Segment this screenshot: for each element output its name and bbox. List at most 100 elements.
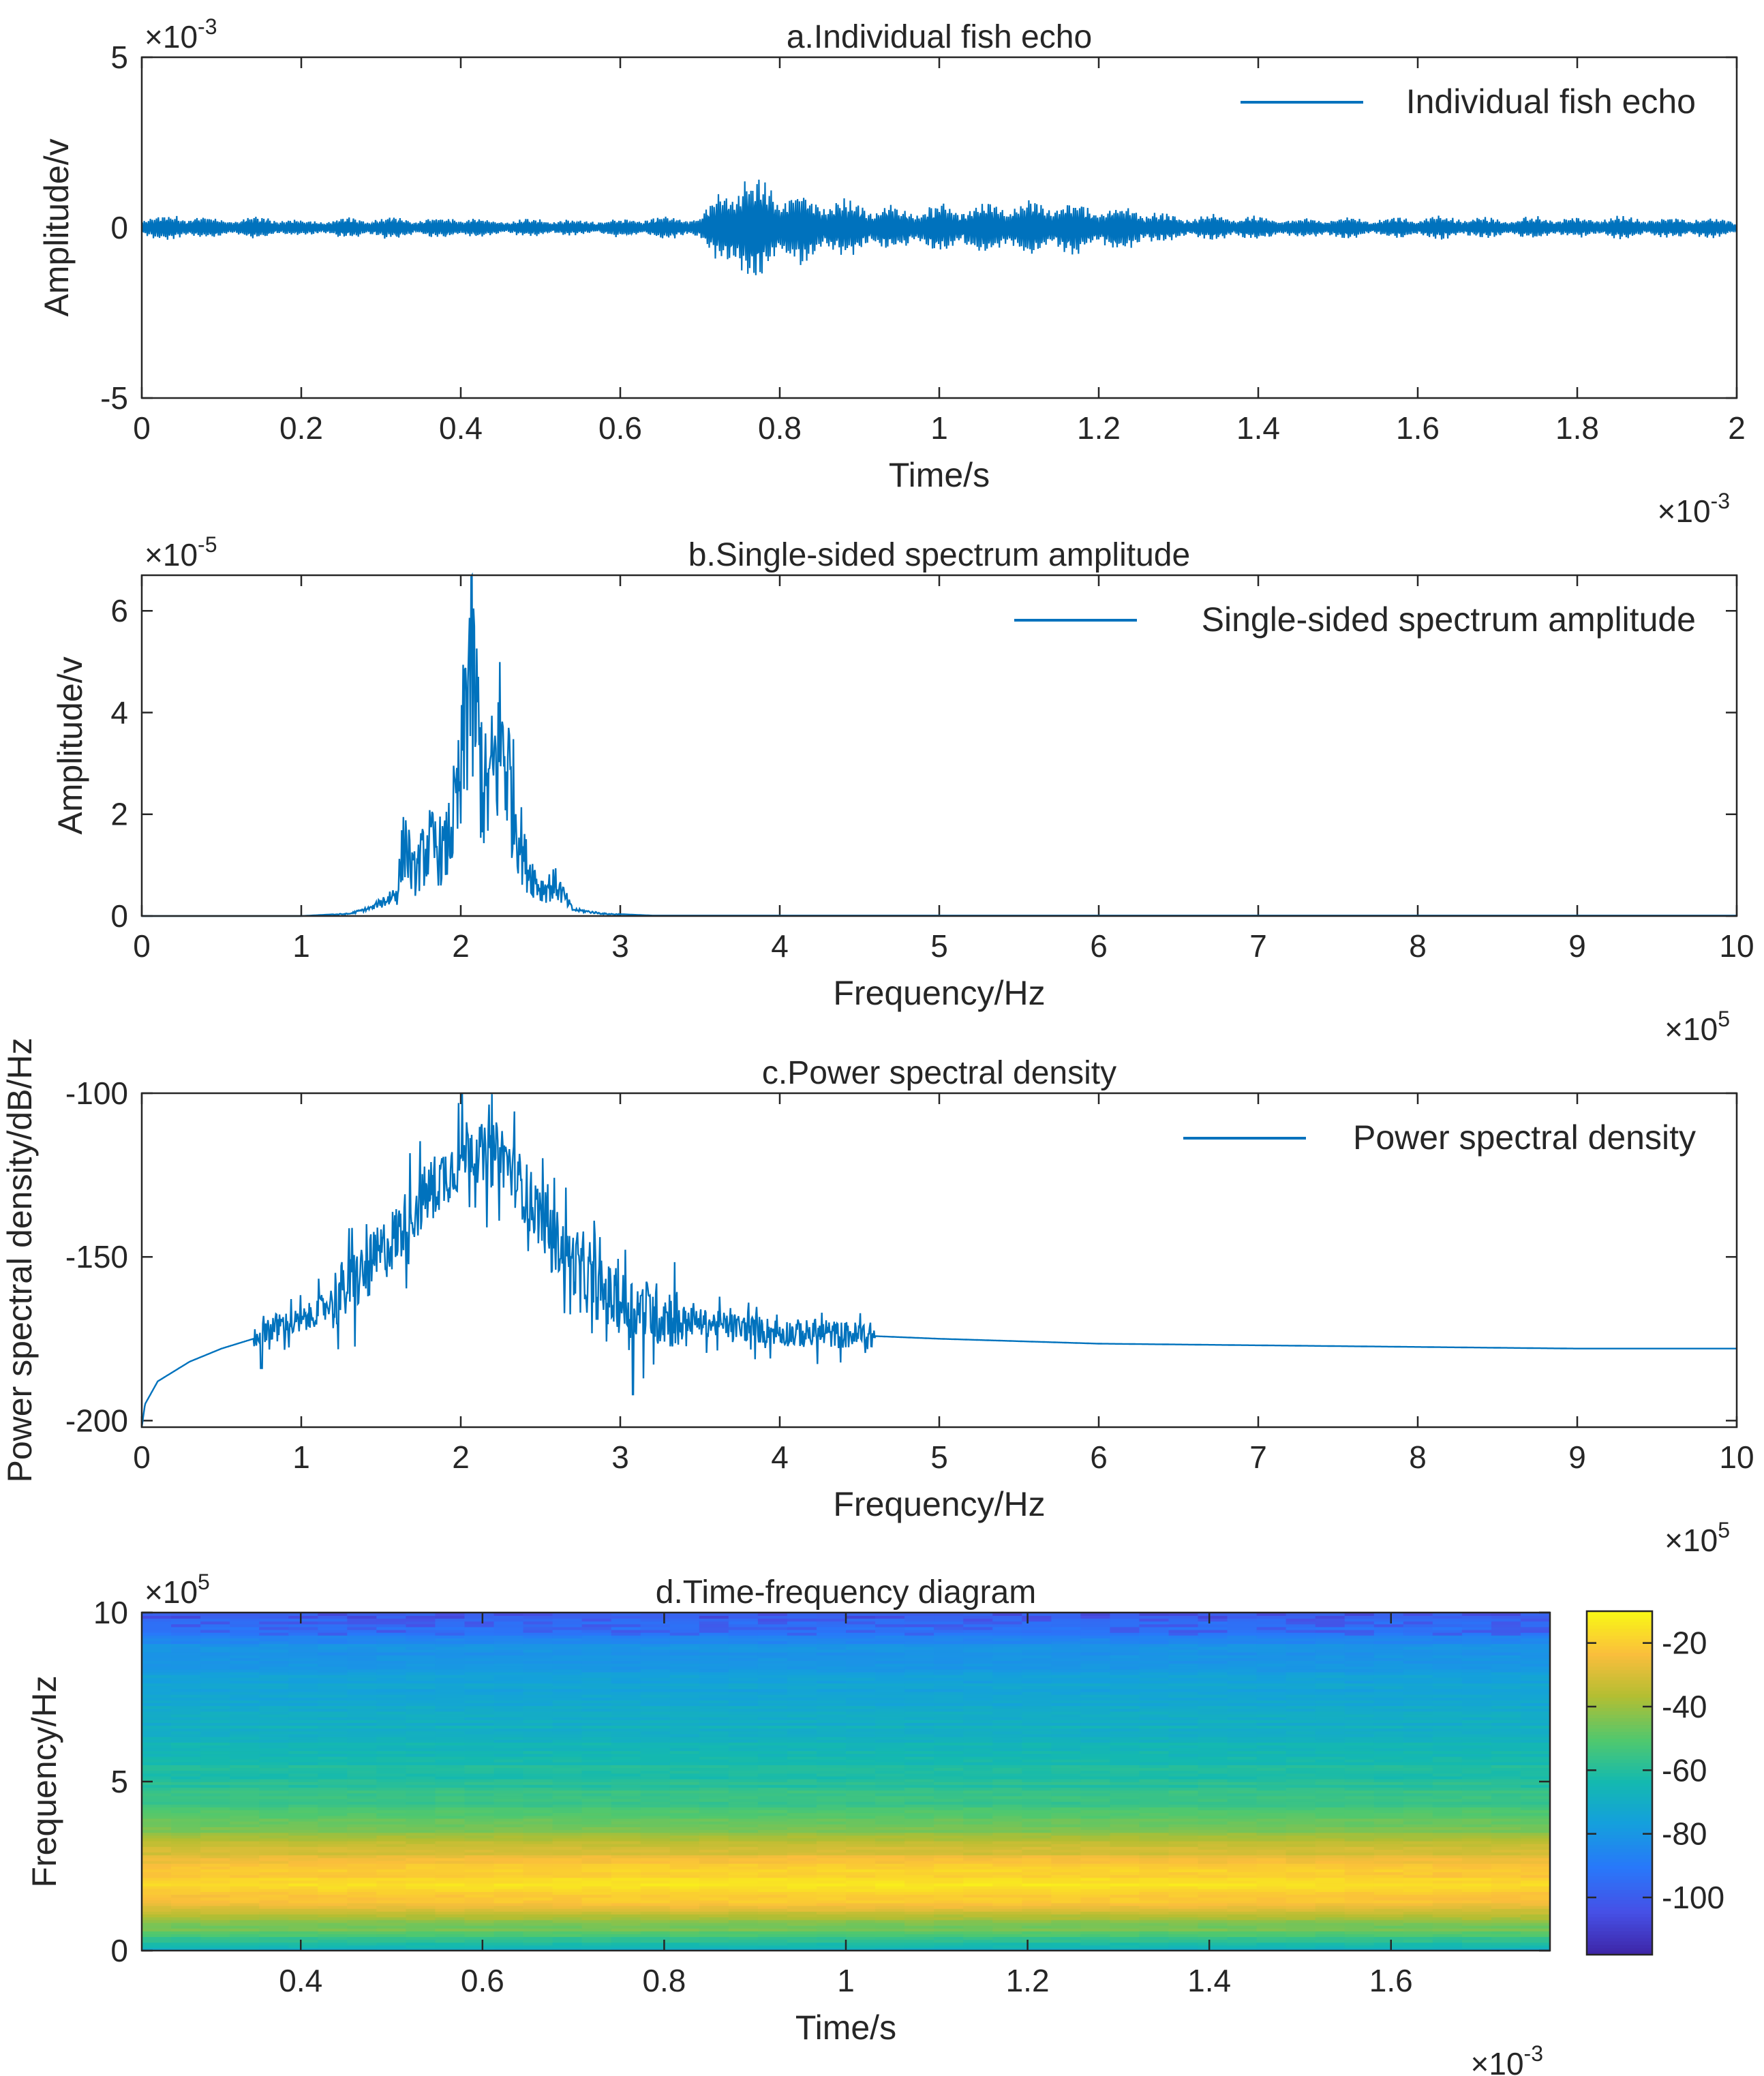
heatmap-cell [1461,1905,1492,1909]
heatmap-cell [318,1815,348,1819]
heatmap-cell [992,1849,1022,1853]
heatmap-cell [1521,1680,1551,1684]
heatmap-cell [640,1820,671,1825]
heatmap-cell [1080,1882,1111,1887]
heatmap-cell [288,1742,318,1745]
heatmap-cell [1022,1880,1052,1884]
heatmap-cell [1344,1685,1375,1690]
heatmap-cell [669,1927,700,1932]
heatmap-cell [875,1936,905,1940]
heatmap-cell [1227,1801,1258,1805]
heatmap-cell [1110,1824,1140,1827]
heatmap-cell [787,1911,817,1914]
heatmap-cell [728,1700,759,1703]
heatmap-cell [1051,1671,1082,1675]
heatmap-cell [1461,1804,1492,1807]
heatmap-cell [406,1795,436,1799]
heatmap-cell [493,1919,524,1923]
heatmap-cell [464,1939,495,1943]
heatmap-cell [904,1685,934,1690]
heatmap-cell [875,1877,905,1881]
heatmap-cell [640,1747,671,1752]
heatmap-cell [288,1762,318,1765]
heatmap-cell [904,1722,934,1726]
heatmap-cell [1198,1677,1228,1681]
heatmap-cell [142,1934,172,1938]
heatmap-cell [230,1922,260,1926]
heatmap-cell [699,1852,729,1856]
heatmap-cell [1286,1917,1316,1921]
heatmap-cell [230,1866,260,1869]
heatmap-cell [493,1922,524,1926]
heatmap-cell [435,1820,466,1825]
heatmap-cell [963,1739,993,1743]
heatmap-cell [1315,1911,1345,1914]
heatmap-cell [1198,1778,1228,1782]
x-exponent-b: ×105 [1664,1007,1730,1047]
heatmap-cell [669,1733,700,1737]
heatmap-cell [992,1818,1022,1822]
heatmap-cell [200,1894,230,1898]
heatmap-cell [875,1782,905,1785]
heatmap-cell [435,1925,466,1929]
heatmap-cell [1022,1762,1052,1765]
heatmap-cell [934,1835,964,1839]
heatmap-cell [406,1683,436,1687]
heatmap-cell [581,1758,612,1762]
x-tick-label-c: 6 [1090,1439,1108,1475]
heatmap-cell [757,1947,788,1951]
heatmap-cell [1110,1739,1140,1743]
heatmap-cell [435,1849,466,1853]
heatmap-cell [1403,1818,1433,1822]
heatmap-cell [288,1691,318,1695]
heatmap-cell [464,1832,495,1836]
heatmap-cell [787,1931,817,1934]
heatmap-cell [640,1911,671,1914]
heatmap-cell [1344,1854,1375,1859]
heatmap-cell [1051,1685,1082,1690]
heatmap-cell [1286,1880,1316,1884]
heatmap-cell [1256,1792,1287,1797]
heatmap-cell [1110,1778,1140,1782]
heatmap-cell [611,1832,641,1836]
heatmap-cell [1373,1773,1404,1777]
heatmap-cell [200,1866,230,1869]
heatmap-cell [640,1739,671,1743]
heatmap-cell [1403,1700,1433,1703]
heatmap-cell [493,1872,524,1876]
heatmap-cell [406,1775,436,1780]
heatmap-cell [1168,1852,1199,1856]
heatmap-cell [230,1795,260,1799]
heatmap-cell [171,1840,201,1844]
legend-label-b: Single-sided spectrum amplitude [1202,600,1696,639]
heatmap-cell [757,1854,788,1859]
heatmap-cell [523,1815,553,1819]
heatmap-cell [1286,1860,1316,1864]
heatmap-cell [846,1891,876,1895]
heatmap-cell [347,1917,378,1921]
heatmap-cell [1344,1705,1375,1709]
heatmap-cell [1521,1905,1551,1909]
heatmap-cell [259,1849,289,1853]
heatmap-cell [523,1818,553,1822]
heatmap-cell [1286,1775,1316,1780]
heatmap-cell [611,1939,641,1943]
heatmap-cell [1051,1728,1082,1732]
heatmap-cell [875,1927,905,1932]
heatmap-cell [1198,1897,1228,1901]
heatmap-cells [142,1613,1551,1951]
heatmap-cell [992,1720,1022,1723]
heatmap-cell [963,1804,993,1807]
heatmap-cell [200,1784,230,1788]
heatmap-cell [581,1691,612,1695]
heatmap-cell [523,1885,553,1889]
heatmap-cell [347,1713,378,1718]
heatmap-cell [1315,1792,1345,1797]
heatmap-cell [875,1860,905,1864]
heatmap-cell [669,1750,700,1754]
heatmap-cell [1491,1936,1521,1940]
heatmap-cell [846,1857,876,1861]
heatmap-cell [1168,1807,1199,1811]
heatmap-cell [1227,1742,1258,1745]
